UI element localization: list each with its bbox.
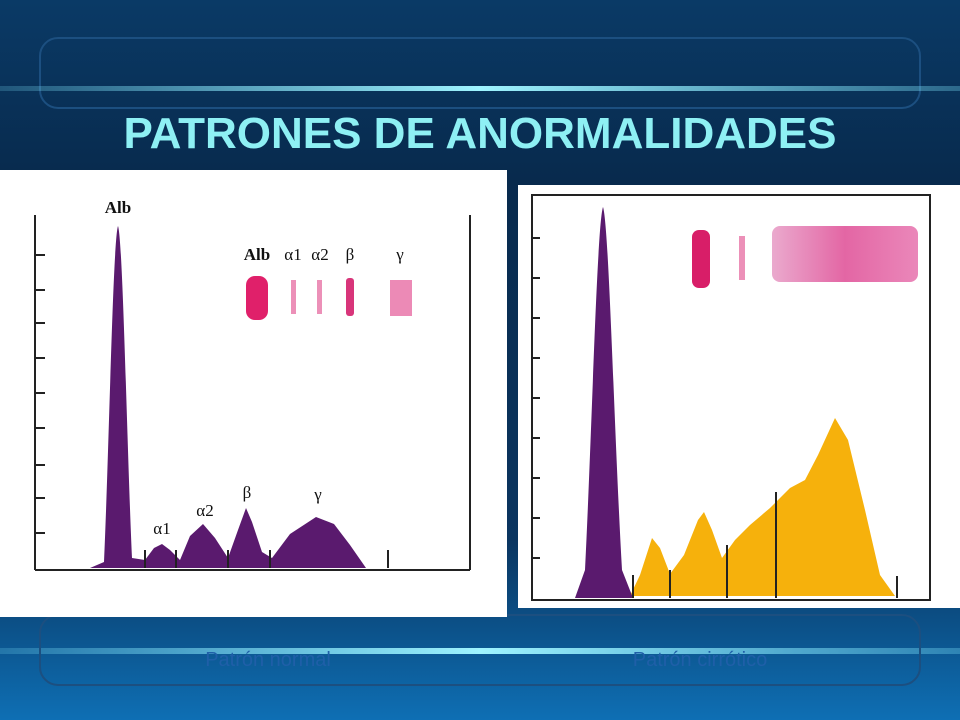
frame-top (39, 37, 921, 109)
band-label: β (346, 245, 355, 264)
gel-bands (246, 276, 412, 320)
figure-caption: Patrón cirrótico (633, 649, 768, 671)
peak-label: β (243, 483, 252, 502)
band-label: α2 (311, 245, 328, 264)
fraction-dividers (632, 492, 898, 598)
band-label: α1 (284, 245, 301, 264)
fraction-dividers (144, 550, 389, 568)
figure-normal: Alb α1 α2 β γ Alb α1 α2 β γ (0, 170, 507, 617)
band-label: Alb (244, 245, 270, 264)
axis-ticks (532, 237, 540, 559)
figure-caption: Patrón normal (205, 649, 331, 671)
peak-label: α1 (153, 519, 170, 538)
peak-label: α2 (196, 501, 213, 520)
slide-title: PATRONES DE ANORMALIDADES (124, 109, 837, 158)
band-label: γ (395, 245, 404, 264)
axes (34, 215, 471, 571)
electropherogram (90, 226, 366, 568)
band-labels: Alb α1 α2 β γ (244, 245, 404, 264)
figure-cirrhotic (518, 185, 960, 608)
albumin-peak (575, 207, 633, 598)
gel-bands (692, 226, 918, 288)
glow-bar-top (0, 86, 960, 91)
peak-labels: Alb α1 α2 β γ (105, 198, 322, 538)
glow-bar-bottom (0, 648, 960, 654)
gamma-area (630, 418, 895, 596)
peak-label: γ (313, 485, 322, 504)
peak-label: Alb (105, 198, 131, 217)
